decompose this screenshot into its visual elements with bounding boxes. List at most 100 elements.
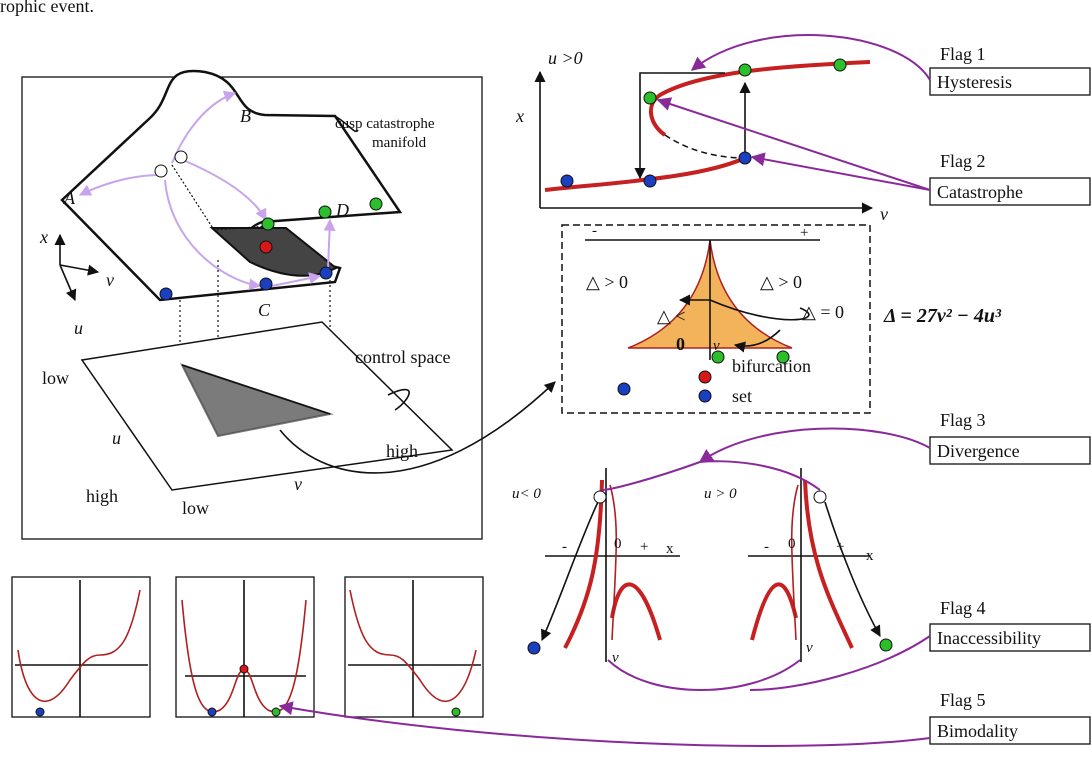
region-label: △ = 0 bbox=[802, 302, 844, 322]
tick-label: x bbox=[666, 541, 674, 557]
path-arrow bbox=[328, 220, 330, 268]
tick-label: + bbox=[640, 539, 648, 555]
potential-panel bbox=[176, 577, 314, 717]
unstable-branch bbox=[665, 135, 745, 158]
legend-dot bbox=[712, 351, 724, 363]
plane-label: low bbox=[182, 498, 209, 518]
state-dot bbox=[240, 665, 248, 673]
flag-arrow bbox=[658, 100, 930, 190]
state-dot bbox=[561, 175, 573, 187]
axis-label: v bbox=[106, 270, 114, 290]
point-label: B bbox=[240, 106, 251, 126]
flag-name: Hysteresis bbox=[937, 72, 1012, 92]
axis-label: u bbox=[74, 318, 83, 338]
state-dot bbox=[739, 152, 751, 164]
branch bbox=[612, 584, 660, 640]
plot-title: u > 0 bbox=[704, 486, 737, 502]
flag-name: Divergence bbox=[937, 441, 1020, 461]
flag-number: Flag 1 bbox=[940, 44, 986, 64]
flag-number: Flag 5 bbox=[940, 690, 986, 710]
flag-arrow bbox=[752, 157, 930, 190]
flag-number: Flag 2 bbox=[940, 151, 986, 171]
flag-name: Bimodality bbox=[937, 721, 1018, 741]
region-label: △ > 0 bbox=[586, 272, 628, 292]
tick-label: - bbox=[562, 539, 567, 555]
state-dot bbox=[880, 639, 892, 651]
path-arrow bbox=[825, 502, 880, 636]
potential-panel bbox=[12, 577, 150, 717]
state-dot bbox=[834, 59, 846, 71]
region-label: △ > 0 bbox=[760, 272, 802, 292]
tick-label: - bbox=[764, 539, 769, 555]
tick-label: 0 bbox=[614, 536, 622, 552]
legend-dot bbox=[699, 390, 711, 402]
panel-frame bbox=[12, 577, 150, 717]
state-dot bbox=[644, 92, 656, 104]
branch bbox=[805, 480, 852, 648]
axis-label: x bbox=[39, 227, 48, 247]
state-dot bbox=[814, 491, 826, 503]
axis bbox=[60, 265, 98, 272]
panel-frame bbox=[345, 577, 483, 717]
point-label: D bbox=[335, 200, 349, 220]
state-dot bbox=[594, 491, 606, 503]
flag-number: Flag 4 bbox=[940, 598, 986, 618]
diagram: rophic event. cusp catastrophe manifold … bbox=[0, 0, 1091, 778]
state-dot bbox=[175, 151, 187, 163]
flag-arrow bbox=[280, 706, 930, 746]
plane-label: v bbox=[294, 474, 302, 494]
state-dot bbox=[370, 198, 382, 210]
surface-label: manifold bbox=[372, 135, 427, 151]
flag-name: Inaccessibility bbox=[937, 628, 1041, 648]
region-label: △ < bbox=[657, 306, 686, 326]
tick-label: 0 bbox=[788, 536, 796, 552]
flag-arrow bbox=[700, 428, 930, 462]
axis bbox=[348, 580, 481, 717]
formula: Δ = 27v² − 4u³ bbox=[883, 305, 1002, 327]
flag-name: Catastrophe bbox=[937, 182, 1023, 202]
state-dot bbox=[528, 642, 540, 654]
flag-number: Flag 3 bbox=[940, 410, 986, 430]
state-dot bbox=[155, 165, 167, 177]
point-label: C bbox=[258, 300, 271, 320]
plane-label: high bbox=[86, 486, 118, 506]
plane-label: low bbox=[42, 368, 69, 388]
potential-curve bbox=[18, 590, 140, 701]
state-dot bbox=[320, 267, 332, 279]
axis bbox=[60, 265, 75, 300]
state-dot bbox=[272, 708, 280, 716]
surface-label: cusp catastrophe bbox=[335, 116, 435, 132]
axis bbox=[748, 468, 870, 662]
state-dot bbox=[452, 708, 460, 716]
plane-label: u bbox=[112, 428, 121, 448]
state-dot bbox=[36, 708, 44, 716]
state-dot bbox=[644, 175, 656, 187]
plot-title: u >0 bbox=[548, 48, 583, 68]
axis bbox=[185, 580, 306, 717]
jump-arrow bbox=[640, 73, 725, 178]
sign-label: - bbox=[592, 223, 597, 239]
legend-label: set bbox=[732, 386, 752, 406]
point-label: A bbox=[63, 188, 76, 208]
state-dot bbox=[319, 206, 331, 218]
state-dot bbox=[260, 241, 272, 253]
state-dot bbox=[262, 218, 274, 230]
state-dot bbox=[739, 64, 751, 76]
legend-label: bifurcation bbox=[732, 356, 811, 376]
tick-label: x bbox=[866, 548, 874, 564]
state-dot bbox=[260, 278, 272, 290]
plot-title: u< 0 bbox=[512, 486, 541, 502]
axis-label: v bbox=[806, 640, 813, 656]
sign-label: + bbox=[800, 225, 808, 241]
path-arrow bbox=[542, 502, 598, 640]
plane-label: high bbox=[386, 441, 418, 461]
origin-label: 0 bbox=[676, 334, 685, 354]
branch bbox=[752, 584, 796, 640]
control-space-label: control space bbox=[355, 347, 450, 367]
axis-label: x bbox=[515, 106, 524, 126]
state-dot bbox=[208, 708, 216, 716]
legend-dot bbox=[699, 371, 711, 383]
state-dot bbox=[618, 383, 630, 395]
state-dot bbox=[160, 288, 172, 300]
header-fragment: rophic event. bbox=[0, 0, 94, 16]
